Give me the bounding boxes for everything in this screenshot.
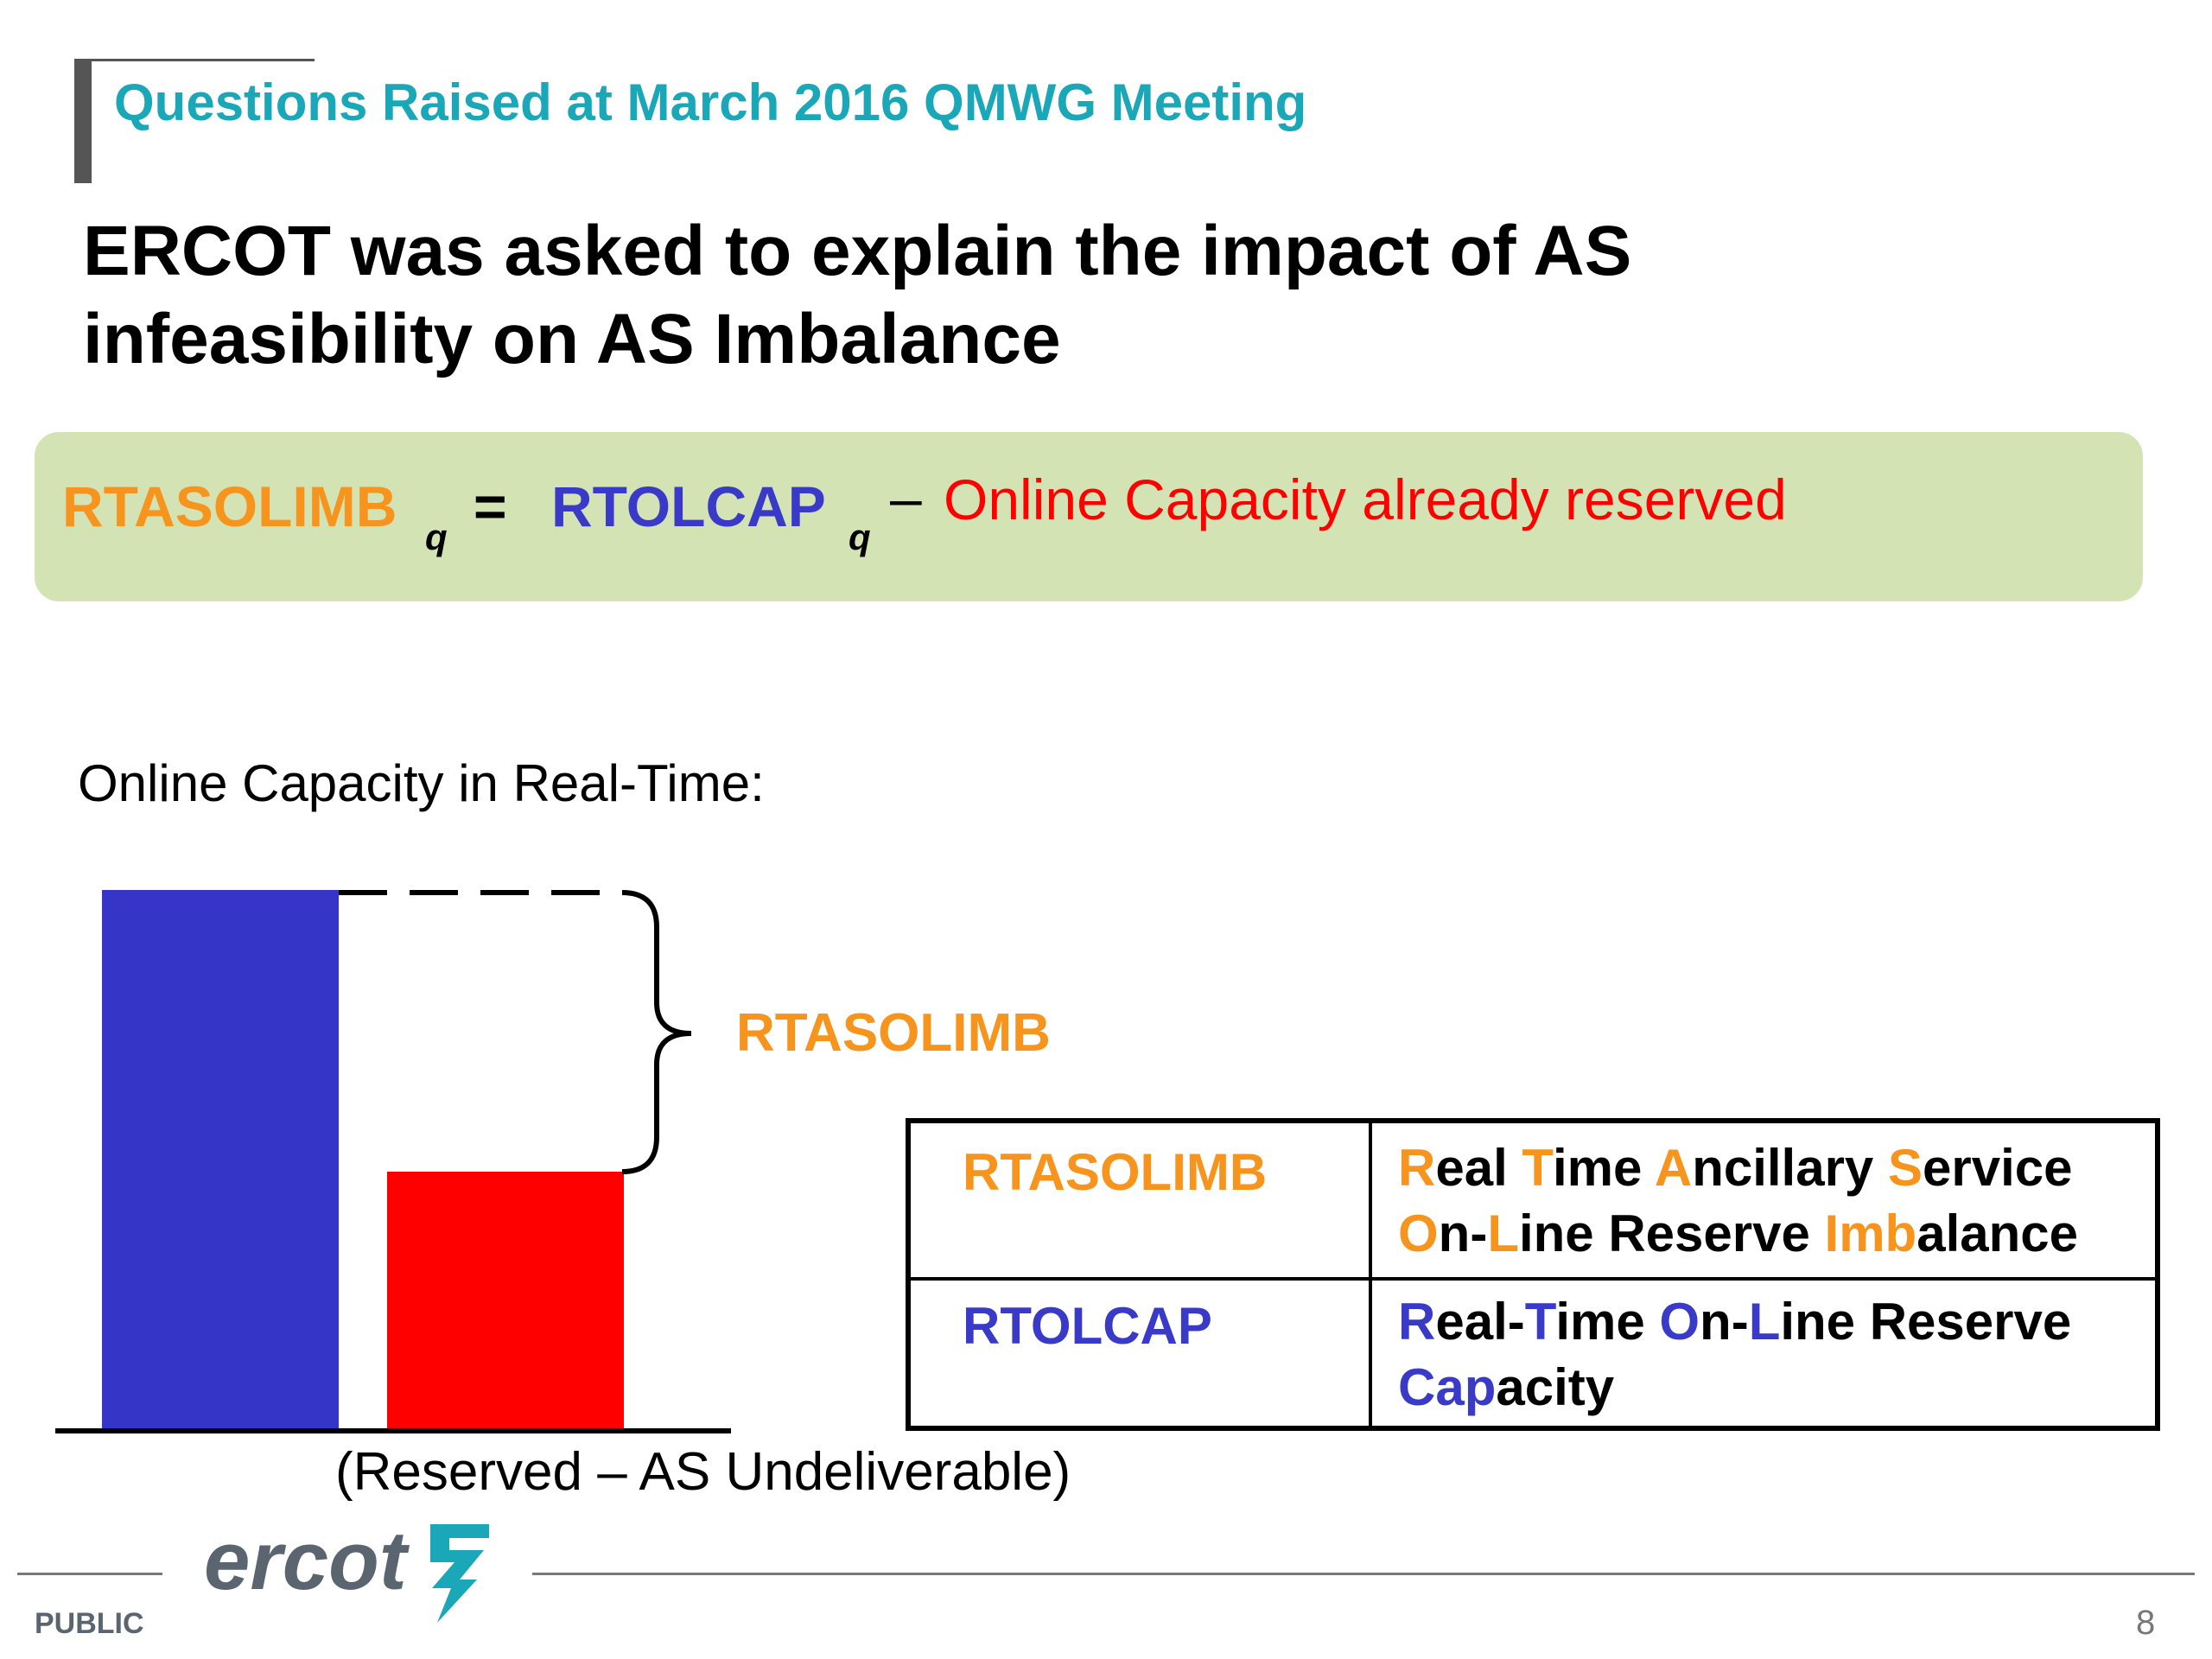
classification-label: PUBLIC: [35, 1607, 144, 1640]
formula-rhs: RTOLCAP: [551, 474, 826, 538]
acronym-cell: RTOLCAP: [963, 1297, 1212, 1355]
formula-minus: –: [890, 466, 922, 530]
ercot-logo-icon: [430, 1524, 489, 1623]
definition-text: eal-: [1435, 1293, 1525, 1351]
definition-text: n-: [1438, 1205, 1488, 1262]
section-header: Questions Raised at March 2016 QMWG Meet…: [114, 73, 1307, 131]
table-row: RTOLCAP Real-Time On-Line Reserve Capaci…: [911, 1277, 2155, 1426]
definition-initial: S: [1887, 1139, 1923, 1197]
acronym-cell: RTASOLIMB: [963, 1143, 1268, 1201]
definition-text: ime: [1553, 1139, 1655, 1197]
formula-equals: =: [474, 474, 507, 538]
definition-initial: Cap: [1398, 1358, 1497, 1416]
definition-initial: L: [1487, 1205, 1519, 1262]
definition-initial: O: [1659, 1293, 1700, 1351]
definition-text: ime: [1555, 1293, 1660, 1351]
rtolcap-bar: [102, 890, 339, 1429]
definition-initial: A: [1654, 1139, 1693, 1197]
table-row: RTASOLIMB Real Time Ancillary Service On…: [911, 1123, 2155, 1281]
definition-initial: T: [1524, 1293, 1556, 1351]
ercot-logo: ercot: [204, 1515, 407, 1607]
column-divider: [1369, 1123, 1372, 1426]
definition-initial: L: [1748, 1293, 1781, 1351]
slide-title: ERCOT was asked to explain the impact of…: [83, 212, 1632, 378]
formula-description: Online Capacity already reserved: [944, 467, 1787, 531]
definition-initial: R: [1398, 1139, 1436, 1197]
formula-box: [35, 432, 2143, 601]
definition-initial: Imb: [1824, 1205, 1917, 1262]
definition-text: ine Reserve: [1518, 1205, 1825, 1262]
definition-cell: Real Time Ancillary Service On-Line Rese…: [1398, 1135, 2141, 1267]
definition-initial: O: [1398, 1205, 1439, 1262]
definition-text: ncillary: [1692, 1139, 1888, 1197]
definition-text: eal: [1435, 1139, 1522, 1197]
formula-lhs: RTASOLIMB: [62, 474, 397, 538]
formula-lhs-subscript: q: [425, 517, 448, 557]
definition-cell: Real-Time On-Line Reserve Capacity: [1398, 1289, 2141, 1421]
brace-icon: [621, 890, 692, 1174]
definition-text: acity: [1496, 1358, 1615, 1416]
footer-rule-right: [532, 1573, 2195, 1575]
definition-initial: R: [1398, 1293, 1436, 1351]
definition-text: ervice: [1923, 1139, 2073, 1197]
definition-text: alance: [1916, 1205, 2078, 1262]
reserved-bar: [387, 1172, 624, 1429]
header-accent-bar: [74, 59, 92, 183]
definition-text: ine Reserve: [1780, 1293, 2072, 1351]
definition-text: n-: [1700, 1293, 1749, 1351]
header-accent-line: [74, 59, 315, 61]
definition-initial: T: [1522, 1139, 1553, 1197]
footer-rule-left: [17, 1573, 162, 1575]
diagram-caption: (Reserved – AS Undeliverable): [335, 1442, 1071, 1502]
brace-label: RTASOLIMB: [736, 1003, 1051, 1063]
section-label: Online Capacity in Real-Time:: [78, 754, 765, 812]
formula-rhs-subscript: q: [849, 517, 871, 557]
definitions-table: RTASOLIMB Real Time Ancillary Service On…: [906, 1118, 2160, 1431]
page-number: 8: [2136, 1604, 2156, 1642]
